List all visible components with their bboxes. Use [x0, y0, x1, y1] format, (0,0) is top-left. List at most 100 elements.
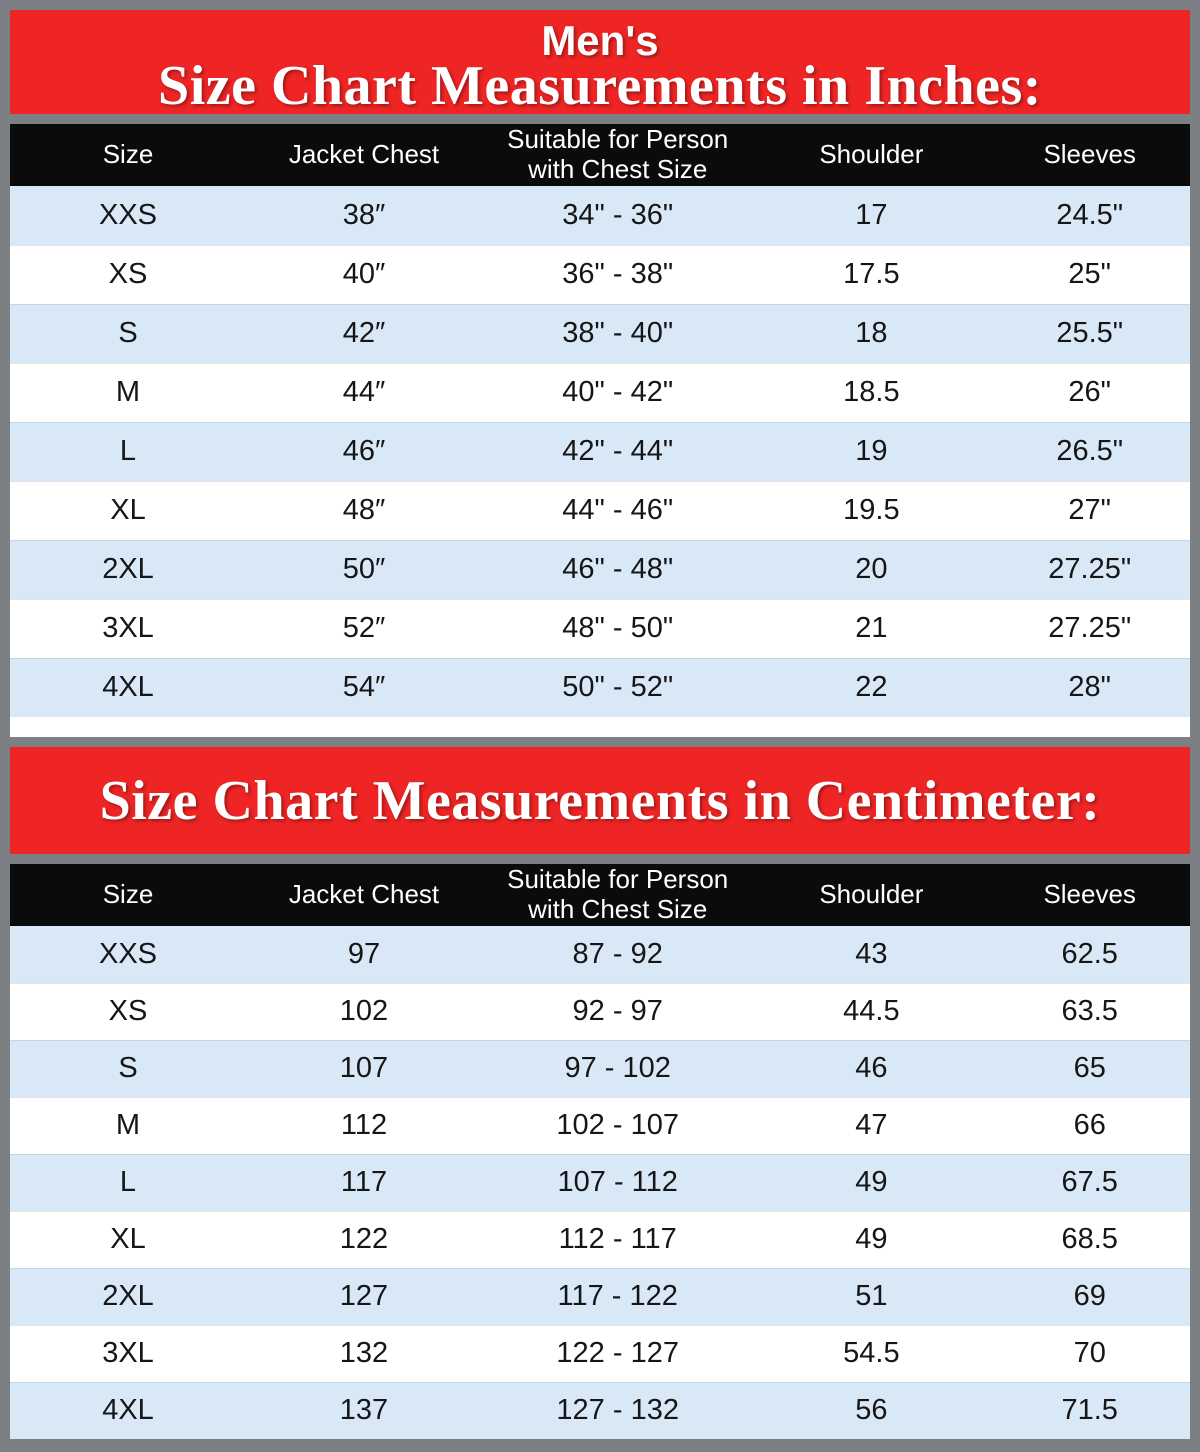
- size-cell: XL: [10, 480, 246, 540]
- size-cell: 4XL: [10, 657, 246, 717]
- sleeves-cell: 26.5": [989, 421, 1190, 481]
- shoulder-cell: 22: [753, 657, 990, 717]
- cm-table-section: Size Jacket Chest Suitable for Person wi…: [10, 864, 1190, 1439]
- shoulder-cell: 17.5: [753, 244, 990, 304]
- chest-range-cell: 38" - 40": [482, 303, 754, 363]
- chest-range-cell: 87 - 92: [482, 926, 754, 983]
- sleeves-cell: 27": [989, 480, 1190, 540]
- cm-banner-title: Size Chart Measurements in Centimeter:: [99, 769, 1101, 832]
- col-header-sleeves: Sleeves: [989, 124, 1190, 186]
- col-header-chest-range: Suitable for Person with Chest Size: [482, 124, 754, 186]
- chest-range-cell: 40" - 42": [482, 362, 754, 422]
- col-header-chest-range: Suitable for Person with Chest Size: [482, 864, 754, 926]
- shoulder-cell: 44.5: [753, 982, 990, 1040]
- table-row: 3XL 52″ 48" - 50" 21 27.25": [10, 598, 1190, 658]
- shoulder-cell: 17: [753, 186, 990, 245]
- chest-range-cell: 50" - 52": [482, 657, 754, 717]
- jacket-chest-cell: 132: [246, 1324, 482, 1382]
- jacket-chest-cell: 38″: [246, 186, 482, 245]
- shoulder-cell: 47: [753, 1096, 990, 1154]
- cm-table-body: XXS 97 87 - 92 43 62.5 XS 102 92 - 97 44.5 63.5 S 1…: [10, 926, 1190, 1439]
- jacket-chest-cell: 52″: [246, 598, 482, 658]
- shoulder-cell: 43: [753, 926, 990, 983]
- chest-range-cell: 92 - 97: [482, 982, 754, 1040]
- col-header-jacket-chest: Jacket Chest: [246, 864, 482, 926]
- size-cell: XS: [10, 244, 246, 304]
- inches-banner-title: Size Chart Measurements in Inches:: [158, 55, 1042, 117]
- sleeves-cell: 24.5": [989, 186, 1190, 245]
- chest-range-cell: 42" - 44": [482, 421, 754, 481]
- chest-range-cell: 127 - 132: [482, 1381, 754, 1439]
- chest-range-cell: 97 - 102: [482, 1039, 754, 1097]
- col-header-shoulder: Shoulder: [753, 864, 990, 926]
- size-cell: M: [10, 1096, 246, 1154]
- jacket-chest-cell: 44″: [246, 362, 482, 422]
- table-row: S 42″ 38" - 40" 18 25.5": [10, 303, 1190, 363]
- table-row: 2XL 127 117 - 122 51 69: [10, 1267, 1190, 1325]
- inches-table-body: XXS 38″ 34" - 36" 17 24.5" XS 40″ 36" - 38" 17.5…: [10, 186, 1190, 717]
- inches-table-section: Size Jacket Chest Suitable for Person wi…: [10, 124, 1190, 737]
- chest-range-cell: 36" - 38": [482, 244, 754, 304]
- cm-banner: Size Chart Measurements in Centimeter:: [10, 747, 1190, 854]
- size-cell: 4XL: [10, 1381, 246, 1439]
- table-row: S 107 97 - 102 46 65: [10, 1039, 1190, 1097]
- jacket-chest-cell: 122: [246, 1210, 482, 1268]
- shoulder-cell: 18.5: [753, 362, 990, 422]
- table-row: 2XL 50″ 46" - 48" 20 27.25": [10, 539, 1190, 599]
- size-cell: L: [10, 1153, 246, 1211]
- jacket-chest-cell: 40″: [246, 244, 482, 304]
- shoulder-cell: 51: [753, 1267, 990, 1325]
- table-row: M 44″ 40" - 42" 18.5 26": [10, 362, 1190, 422]
- col-header-shoulder: Shoulder: [753, 124, 990, 186]
- sleeves-cell: 68.5: [989, 1210, 1190, 1268]
- table-row: L 117 107 - 112 49 67.5: [10, 1153, 1190, 1211]
- size-cell: XS: [10, 982, 246, 1040]
- jacket-chest-cell: 48″: [246, 480, 482, 540]
- shoulder-cell: 54.5: [753, 1324, 990, 1382]
- shoulder-cell: 20: [753, 539, 990, 599]
- chest-range-cell: 107 - 112: [482, 1153, 754, 1211]
- col-header-size: Size: [10, 124, 246, 186]
- chest-range-cell: 46" - 48": [482, 539, 754, 599]
- shoulder-cell: 49: [753, 1153, 990, 1211]
- jacket-chest-cell: 102: [246, 982, 482, 1040]
- jacket-chest-cell: 112: [246, 1096, 482, 1154]
- banner-eyebrow-mens: Men's: [541, 17, 659, 64]
- size-cell: M: [10, 362, 246, 422]
- jacket-chest-cell: 54″: [246, 657, 482, 717]
- table-row: L 46″ 42" - 44" 19 26.5": [10, 421, 1190, 481]
- shoulder-cell: 18: [753, 303, 990, 363]
- shoulder-cell: 46: [753, 1039, 990, 1097]
- sleeves-cell: 28": [989, 657, 1190, 717]
- table-row: 4XL 54″ 50" - 52" 22 28": [10, 657, 1190, 717]
- table-row: XL 48″ 44" - 46" 19.5 27": [10, 480, 1190, 540]
- sleeves-cell: 69: [989, 1267, 1190, 1325]
- table-row: XL 122 112 - 117 49 68.5: [10, 1210, 1190, 1268]
- size-cell: 2XL: [10, 1267, 246, 1325]
- table-row: 3XL 132 122 - 127 54.5 70: [10, 1324, 1190, 1382]
- size-cell: L: [10, 421, 246, 481]
- shoulder-cell: 56: [753, 1381, 990, 1439]
- table-row: XXS 38″ 34" - 36" 17 24.5": [10, 186, 1190, 245]
- col-header-size: Size: [10, 864, 246, 926]
- sleeves-cell: 65: [989, 1039, 1190, 1097]
- jacket-chest-cell: 50″: [246, 539, 482, 599]
- size-cell: XL: [10, 1210, 246, 1268]
- col-header-sleeves: Sleeves: [989, 864, 1190, 926]
- chest-range-cell: 122 - 127: [482, 1324, 754, 1382]
- jacket-chest-cell: 42″: [246, 303, 482, 363]
- jacket-chest-cell: 97: [246, 926, 482, 983]
- table-row: M 112 102 - 107 47 66: [10, 1096, 1190, 1154]
- size-cell: S: [10, 303, 246, 363]
- table-row: XS 102 92 - 97 44.5 63.5: [10, 982, 1190, 1040]
- size-cell: 2XL: [10, 539, 246, 599]
- jacket-chest-cell: 117: [246, 1153, 482, 1211]
- jacket-chest-cell: 127: [246, 1267, 482, 1325]
- sleeves-cell: 27.25": [989, 539, 1190, 599]
- sleeves-cell: 26": [989, 362, 1190, 422]
- size-cell: 3XL: [10, 1324, 246, 1382]
- chest-range-cell: 34" - 36": [482, 186, 754, 245]
- jacket-chest-cell: 137: [246, 1381, 482, 1439]
- sleeves-cell: 62.5: [989, 926, 1190, 983]
